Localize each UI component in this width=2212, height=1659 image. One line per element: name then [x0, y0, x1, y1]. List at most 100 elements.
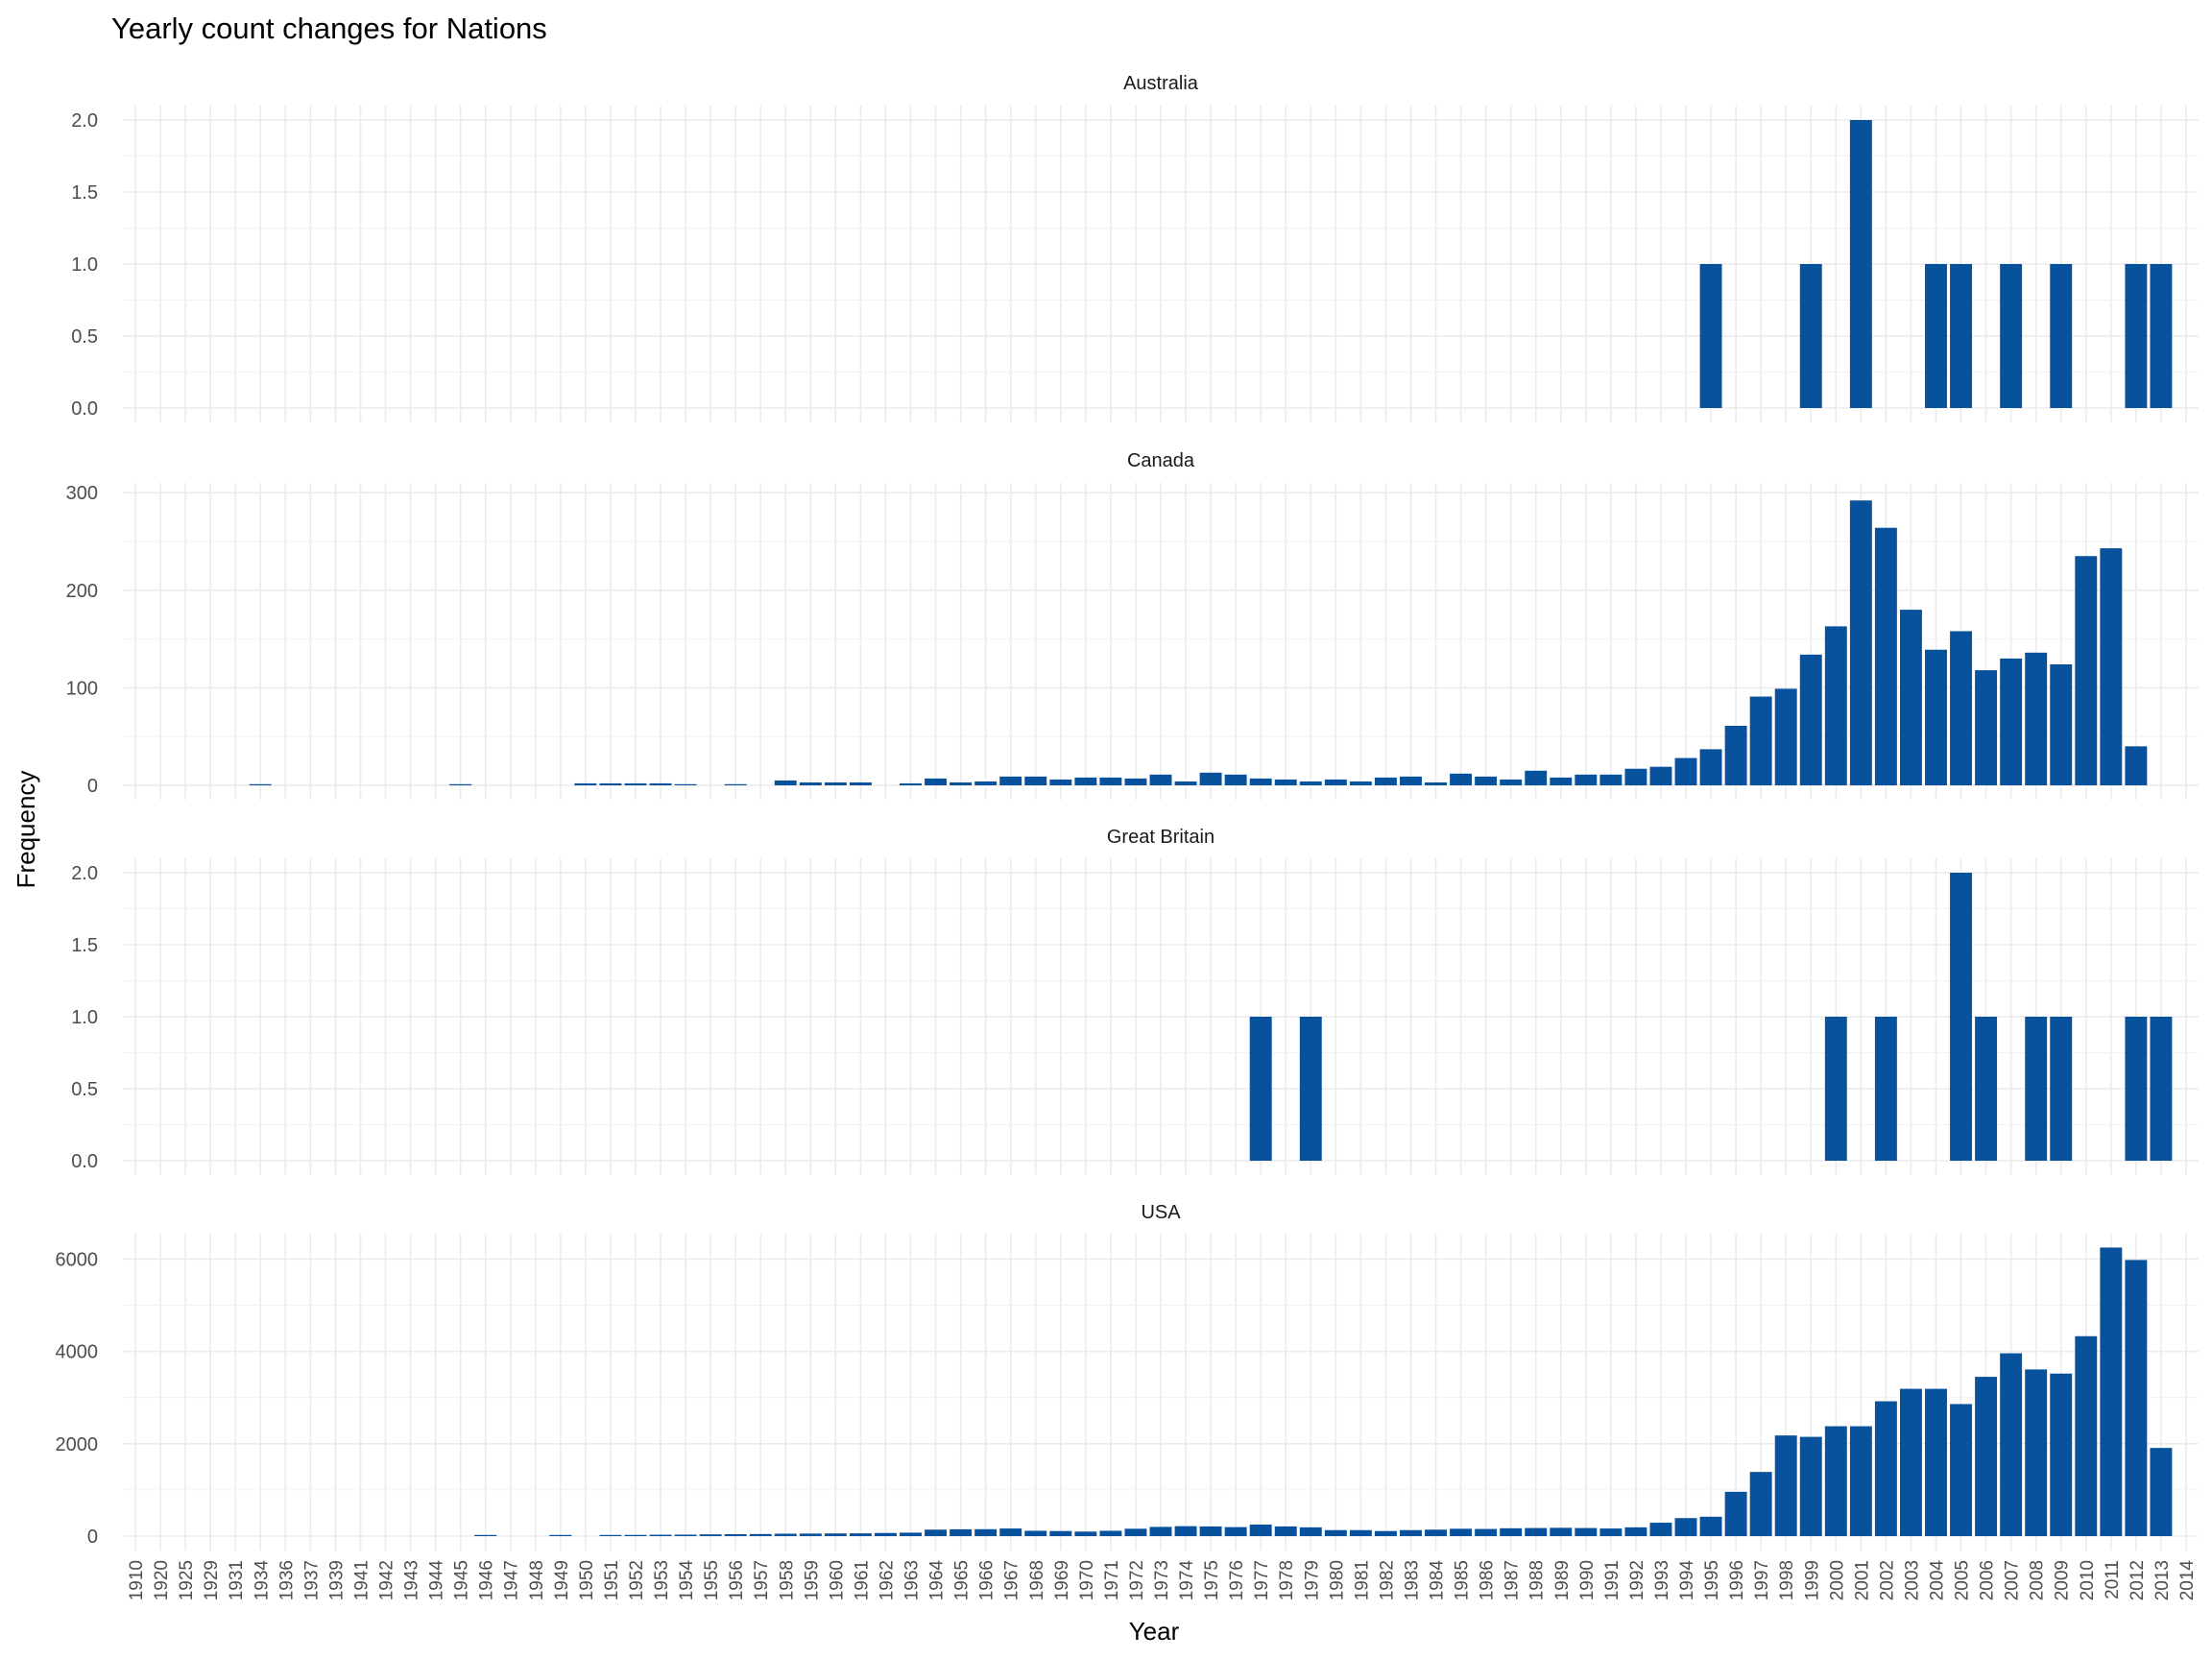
bar-1969 — [1049, 779, 1072, 785]
bar-1979 — [1299, 781, 1322, 785]
x-tick-label: 1910 — [127, 1560, 147, 1600]
bar-1961 — [849, 1533, 872, 1536]
bar-1995 — [1699, 264, 1722, 408]
bar-1972 — [1124, 778, 1147, 785]
bar-1993 — [1649, 766, 1672, 785]
x-tick-label: 1972 — [1127, 1560, 1147, 1600]
bar-1974 — [1174, 781, 1197, 785]
facet-strip-label: Canada — [1127, 450, 1195, 471]
bar-1962 — [875, 1532, 897, 1536]
x-tick-label: 1998 — [1777, 1560, 1797, 1600]
x-tick-label: 1990 — [1577, 1560, 1598, 1600]
bar-1959 — [799, 1533, 822, 1536]
facet-strip-label: Great Britain — [1107, 827, 1214, 848]
x-tick-label: 1962 — [877, 1560, 897, 1600]
x-tick-label: 1966 — [977, 1560, 998, 1600]
x-tick-label: 1948 — [527, 1560, 547, 1600]
facet-strip-label: USA — [1141, 1202, 1181, 1223]
bar-1999 — [1799, 654, 1822, 785]
bar-2003 — [1899, 1388, 1922, 1536]
bar-2012 — [2125, 1017, 2148, 1161]
bar-1991 — [1599, 774, 1623, 785]
bar-1992 — [1624, 768, 1647, 785]
bar-1995 — [1699, 1516, 1722, 1536]
x-tick-label: 1944 — [427, 1560, 447, 1601]
x-tick-label: 1943 — [402, 1560, 422, 1600]
y-tick-label: 1.0 — [71, 254, 98, 276]
bar-1967 — [999, 1528, 1022, 1536]
bar-1949 — [549, 1534, 572, 1536]
x-tick-label: 1999 — [1802, 1560, 1822, 1600]
bar-2012 — [2125, 264, 2148, 408]
bar-2006 — [1975, 670, 1998, 785]
x-axis-ticks: 1910 1920 1925 1929 1931 1934 1936 1937 1939 1941… — [127, 1560, 2198, 1601]
bar-1952 — [624, 782, 647, 785]
bar-1991 — [1599, 1528, 1623, 1536]
bar-2002 — [1874, 1017, 1897, 1161]
x-tick-label: 1985 — [1453, 1560, 1473, 1600]
x-tick-label: 1987 — [1503, 1560, 1523, 1600]
x-tick-label: 1950 — [577, 1560, 597, 1600]
x-tick-label: 1951 — [602, 1560, 622, 1600]
bar-1970 — [1074, 777, 1097, 785]
bar-1989 — [1550, 1527, 1573, 1536]
bar-1961 — [849, 781, 872, 785]
y-tick-label: 6000 — [56, 1249, 99, 1270]
bar-2013 — [2150, 264, 2173, 408]
bar-1971 — [1099, 1530, 1122, 1536]
bar-1997 — [1749, 1472, 1772, 1536]
bar-1976 — [1224, 774, 1247, 785]
bar-1998 — [1774, 688, 1797, 785]
bar-1969 — [1049, 1530, 1072, 1536]
x-tick-label: 1982 — [1377, 1560, 1397, 1600]
bar-2009 — [2050, 1017, 2073, 1161]
x-tick-label: 1967 — [1002, 1560, 1022, 1600]
bar-2005 — [1950, 873, 1973, 1161]
bar-2005 — [1950, 1404, 1973, 1536]
x-axis-title: Year — [1129, 1617, 1180, 1646]
bar-1954 — [674, 783, 697, 785]
bar-2009 — [2050, 1373, 2073, 1536]
x-tick-label: 1952 — [627, 1560, 647, 1600]
facet-panel: 0 2000 4000 6000 USA — [56, 1202, 2199, 1551]
bar-2006 — [1975, 1017, 1998, 1161]
bar-2010 — [2075, 556, 2098, 785]
bar-1983 — [1400, 776, 1422, 785]
bar-1983 — [1400, 1529, 1422, 1536]
y-tick-label: 0.5 — [71, 326, 98, 348]
x-tick-label: 2007 — [2003, 1560, 2023, 1600]
x-tick-label: 1974 — [1177, 1560, 1197, 1601]
bar-2000 — [1824, 1017, 1847, 1161]
bar-1990 — [1575, 1527, 1598, 1536]
y-tick-label: 0.5 — [71, 1079, 98, 1100]
facet-panel: 0.0 0.5 1.0 1.5 2.0 Great Britain — [71, 827, 2199, 1175]
bar-1986 — [1475, 1528, 1498, 1536]
bar-1987 — [1500, 1527, 1523, 1536]
bar-1994 — [1674, 1518, 1697, 1536]
bar-1999 — [1799, 1436, 1822, 1536]
bar-2008 — [2025, 1369, 2048, 1536]
bar-1997 — [1749, 696, 1772, 785]
bar-2011 — [2100, 1247, 2123, 1536]
bar-1980 — [1324, 1529, 1347, 1536]
bar-2012 — [2125, 1260, 2148, 1536]
x-tick-label: 1983 — [1402, 1560, 1422, 1600]
bar-1953 — [649, 1534, 672, 1536]
bar-1968 — [1024, 776, 1047, 785]
bar-2007 — [2000, 264, 2023, 408]
x-tick-label: 1975 — [1202, 1560, 1222, 1600]
bar-1977 — [1249, 1017, 1272, 1161]
x-tick-label: 2008 — [2028, 1560, 2048, 1600]
bar-2002 — [1874, 527, 1897, 785]
x-tick-label: 1957 — [752, 1560, 772, 1600]
bar-1981 — [1349, 1529, 1372, 1536]
bar-2010 — [2075, 1335, 2098, 1536]
bar-2000 — [1824, 626, 1847, 785]
bar-1994 — [1674, 757, 1697, 785]
x-tick-label: 2006 — [1978, 1560, 1998, 1600]
x-tick-label: 1958 — [777, 1560, 797, 1600]
bar-1990 — [1575, 774, 1598, 785]
bar-1960 — [824, 1533, 847, 1536]
bar-1988 — [1525, 1527, 1548, 1536]
